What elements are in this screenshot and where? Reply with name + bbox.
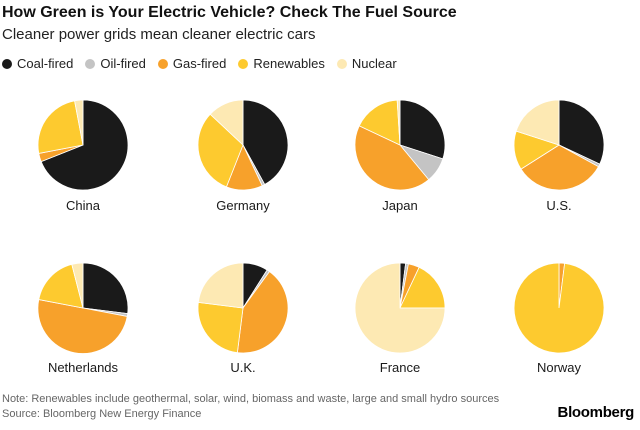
legend-item-gas: Gas-fired — [157, 56, 227, 71]
legend-swatch-renewables — [238, 58, 249, 69]
chart-title: How Green is Your Electric Vehicle? Chec… — [2, 4, 457, 21]
chart-note: Note: Renewables include geothermal, sol… — [2, 393, 500, 405]
legend-swatch-nuclear — [336, 58, 347, 69]
slice-china-coal-fired — [40, 99, 129, 191]
slice-netherlands-gas-fired — [37, 299, 128, 354]
legend-item-renewables: Renewables — [238, 56, 325, 71]
pie-label-u-k: U.K. — [230, 360, 255, 375]
pie-label-japan: Japan — [382, 198, 417, 213]
pie-label-china: China — [66, 198, 101, 213]
slice-japan-gas-fired — [354, 125, 430, 191]
slice-japan-coal-fired — [399, 99, 446, 160]
legend-item-nuclear: Nuclear — [336, 56, 397, 71]
legend-label-renewables: Renewables — [253, 56, 325, 71]
slice-china-renewables — [37, 100, 84, 154]
pie-norway — [513, 262, 605, 354]
pie-germany — [197, 99, 289, 191]
slice-germany-coal-fired — [242, 99, 289, 185]
legend-label-gas: Gas-fired — [172, 56, 227, 71]
slice-germany-nuclear — [209, 99, 244, 146]
legend-swatch-oil — [85, 58, 96, 69]
legend-label-coal: Coal-fired — [17, 56, 74, 71]
pie-u-k — [197, 262, 289, 354]
slice-netherlands-renewables — [38, 263, 84, 309]
pie-netherlands — [37, 262, 129, 354]
slice-netherlands-nuclear — [71, 262, 84, 309]
slice-u-k-renewables — [197, 301, 244, 354]
legend-item-oil: Oil-fired — [85, 56, 146, 71]
slice-u-s-coal-fired — [558, 99, 605, 165]
legend-item-coal: Coal-fired — [2, 56, 73, 71]
slice-germany-renewables — [197, 113, 244, 188]
pie-label-france: France — [380, 360, 420, 375]
legend-label-nuclear: Nuclear — [351, 56, 397, 71]
pie-label-germany: Germany — [216, 198, 270, 213]
pie-label-norway: Norway — [537, 360, 582, 375]
slice-u-s-gas-fired — [520, 144, 599, 191]
pie-france — [354, 262, 446, 354]
slice-netherlands-coal-fired — [82, 262, 129, 315]
bloomberg-logo: Bloomberg — [557, 404, 635, 421]
legend-swatch-gas — [157, 58, 168, 69]
legend: Coal-fired Oil-fired Gas-fired Renewable… — [2, 56, 409, 71]
pie-label-netherlands: Netherlands — [48, 360, 119, 375]
slice-japan-nuclear — [396, 99, 401, 146]
slice-japan-renewables — [358, 99, 401, 146]
pie-label-u-s: U.S. — [546, 198, 571, 213]
legend-label-oil: Oil-fired — [100, 56, 146, 71]
legend-swatch-coal — [2, 58, 12, 69]
slice-china-nuclear — [74, 99, 84, 146]
chart-subtitle: Cleaner power grids mean cleaner electri… — [2, 26, 316, 43]
slice-u-k-nuclear — [197, 262, 244, 309]
slice-france-nuclear — [354, 262, 446, 354]
slice-u-k-gas-fired — [236, 271, 289, 354]
slice-norway-renewables — [513, 262, 605, 354]
slice-france-renewables — [399, 266, 446, 309]
chart-source: Source: Bloomberg New Energy Finance — [2, 408, 202, 420]
pie-japan — [354, 99, 446, 191]
pie-china — [37, 99, 129, 191]
pie-u-s — [513, 99, 605, 191]
slice-u-s-nuclear — [515, 99, 560, 146]
